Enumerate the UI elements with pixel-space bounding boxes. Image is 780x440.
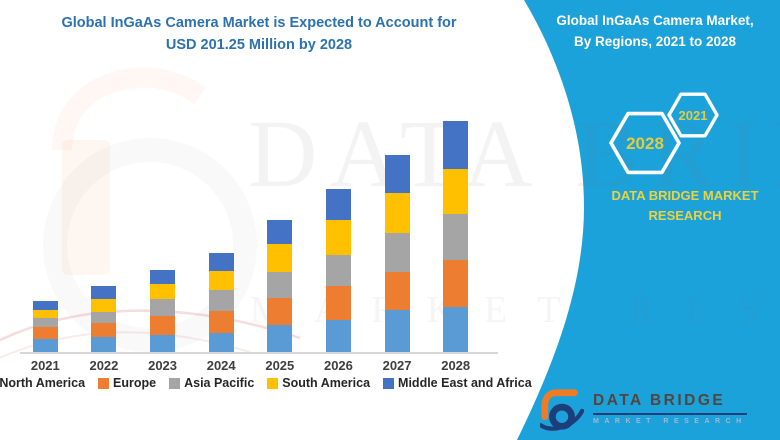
bar-segment <box>443 121 469 170</box>
chart-title-line1: Global InGaAs Camera Market is Expected … <box>61 15 457 31</box>
bar-segment <box>32 338 58 352</box>
company-logo-subtitle: MARKET RESEARCH <box>593 418 747 425</box>
bar-2026 <box>325 100 351 352</box>
bar-2024 <box>208 100 234 352</box>
panel-title: Global InGaAs Camera Market, By Regions,… <box>535 11 775 53</box>
bar-segment <box>325 286 351 321</box>
bar-2027 <box>384 100 410 352</box>
bar-segment <box>443 169 469 215</box>
bar-segment <box>208 333 234 352</box>
bar-segment <box>443 306 469 352</box>
bar-segment <box>267 220 293 245</box>
bar-segment <box>208 252 234 271</box>
bar-segment <box>32 300 58 310</box>
hexagon-2021 <box>667 92 719 138</box>
bar-segment <box>91 298 117 313</box>
legend-swatch <box>98 377 110 389</box>
x-tick-2026: 2026 <box>323 358 353 373</box>
bar-segment <box>267 297 293 326</box>
bar-segment <box>384 271 410 310</box>
bar-segment <box>384 193 410 234</box>
bar-2025 <box>267 100 293 352</box>
bar-segment <box>150 316 176 336</box>
bar-segment <box>325 189 351 221</box>
brand-wordmark-line2: RESEARCH <box>648 208 722 224</box>
company-logo-text: DATA BRIDGE MARKET RESEARCH <box>593 386 747 425</box>
bar-segment <box>91 312 117 323</box>
bar-2021 <box>32 100 58 352</box>
x-tick-2024: 2024 <box>206 358 236 373</box>
bar-segment <box>325 255 351 287</box>
bar-segment <box>208 289 234 311</box>
bar-segment <box>150 283 176 299</box>
company-logo-name: DATA BRIDGE <box>593 392 726 409</box>
legend-label: South America <box>282 376 371 390</box>
chart-legend: North America Europe Asia Pacific South Ame… <box>0 376 532 390</box>
brand-wordmark-panel: DATA BRIDGE MARKET RESEARCH <box>585 186 780 226</box>
legend-item-europe: Europe <box>98 376 156 390</box>
legend-label: Middle East and Africa <box>398 376 532 390</box>
x-tick-2028: 2028 <box>441 358 471 373</box>
brand-wordmark-line1: DATA BRIDGE MARKET <box>611 188 759 203</box>
bar-segment <box>91 322 117 337</box>
legend-item-north-america: North America <box>0 376 85 390</box>
bar-segment <box>208 270 234 290</box>
x-tick-2022: 2022 <box>89 358 119 373</box>
hexagon-2028-label: 2028 <box>626 134 664 153</box>
legend-label: Europe <box>113 376 157 390</box>
bar-segment <box>32 318 58 328</box>
legend-label: North America <box>0 376 86 390</box>
legend-swatch <box>383 377 395 389</box>
bar-segment <box>267 325 293 352</box>
panel-title-line1: Global InGaAs Camera Market, <box>556 13 754 28</box>
bar-segment <box>32 309 58 319</box>
chart-title: Global InGaAs Camera Market is Expected … <box>20 13 498 57</box>
bar-segment <box>150 298 176 317</box>
bar-segment <box>91 337 117 352</box>
legend-swatch <box>267 377 279 389</box>
hexagon-2028 <box>609 111 681 175</box>
bar-segment <box>384 233 410 272</box>
watermark-line1: DATA BRIDGE <box>248 100 780 207</box>
x-tick-2027: 2027 <box>382 358 412 373</box>
x-tick-2025: 2025 <box>265 358 295 373</box>
bar-2023 <box>150 100 176 352</box>
x-axis-line <box>20 352 498 354</box>
legend-swatch <box>169 377 181 389</box>
panel-title-line2: By Regions, 2021 to 2028 <box>573 33 737 49</box>
bar-2028 <box>443 100 469 352</box>
bar-segment <box>325 220 351 256</box>
bar-segment <box>384 309 410 352</box>
data-bridge-logo-icon <box>540 389 584 431</box>
bar-segment <box>267 271 293 298</box>
bar-segment <box>443 214 469 261</box>
legend-item-south-america: South America <box>267 376 370 390</box>
bar-segment <box>150 335 176 352</box>
bar-segment <box>32 327 58 339</box>
legend-label: Asia Pacific <box>184 376 255 390</box>
bar-segment <box>208 310 234 333</box>
x-tick-2023: 2023 <box>148 358 178 373</box>
legend-item-middle-east-and-africa: Middle East and Africa <box>383 376 532 390</box>
bar-2022 <box>91 100 117 352</box>
x-axis-tick-labels: 2021 2022 2023 2024 2025 2026 2027 2028 <box>16 358 485 373</box>
company-logo-rule <box>593 413 747 415</box>
hexagon-2021-label: 2021 <box>679 108 708 123</box>
company-logo: DATA BRIDGE MARKET RESEARCH <box>540 386 747 434</box>
bar-segment <box>91 285 117 299</box>
legend-item-asia-pacific: Asia Pacific <box>169 376 254 390</box>
bar-segment <box>267 244 293 272</box>
bar-segment <box>150 270 176 284</box>
chart-title-line2: USD 201.25 Million by 2028 <box>165 36 353 53</box>
stacked-bar-chart <box>16 100 485 352</box>
year-hexagon-badges: 2028 2021 <box>609 92 719 175</box>
bar-segment <box>384 154 410 194</box>
bar-segment <box>325 320 351 352</box>
bar-segment <box>443 260 469 307</box>
x-tick-2021: 2021 <box>30 358 60 373</box>
